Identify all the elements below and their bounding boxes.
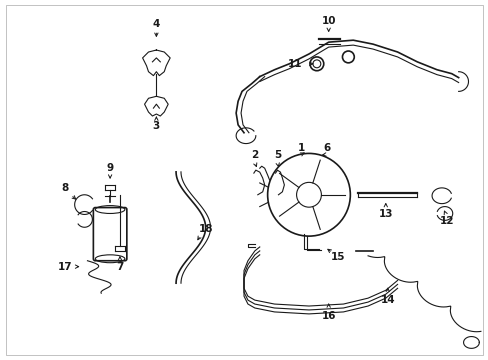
Text: 11: 11 bbox=[287, 59, 302, 69]
Text: 5: 5 bbox=[273, 150, 281, 161]
Text: 2: 2 bbox=[251, 150, 258, 161]
Text: 16: 16 bbox=[321, 311, 335, 321]
Text: 18: 18 bbox=[198, 224, 212, 234]
Text: 6: 6 bbox=[323, 144, 330, 153]
Text: 4: 4 bbox=[152, 19, 160, 30]
Text: 10: 10 bbox=[321, 15, 335, 26]
Text: 12: 12 bbox=[439, 216, 453, 226]
Text: 3: 3 bbox=[152, 121, 160, 131]
Text: 9: 9 bbox=[106, 163, 113, 173]
Text: 7: 7 bbox=[116, 262, 123, 272]
Text: 13: 13 bbox=[378, 210, 392, 220]
Text: 14: 14 bbox=[380, 295, 394, 305]
Text: 17: 17 bbox=[58, 262, 72, 272]
FancyBboxPatch shape bbox=[93, 208, 126, 261]
Text: 1: 1 bbox=[297, 144, 304, 153]
Text: 15: 15 bbox=[330, 252, 345, 262]
Text: 8: 8 bbox=[61, 183, 68, 193]
